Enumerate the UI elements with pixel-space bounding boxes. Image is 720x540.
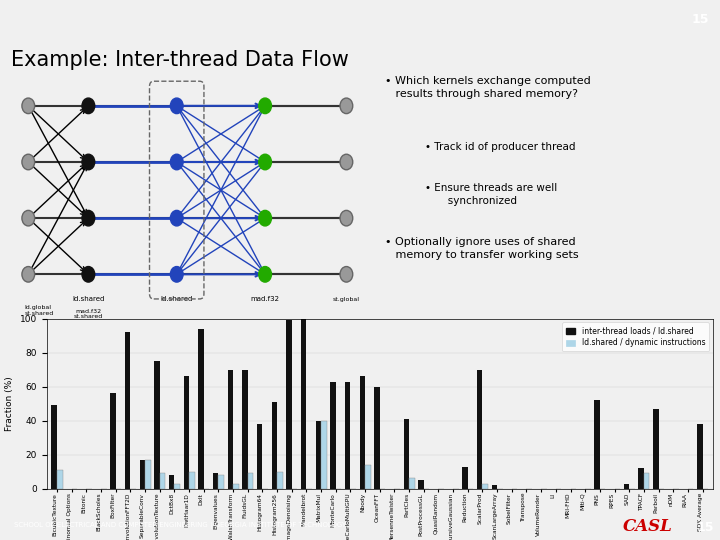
Circle shape <box>171 211 183 226</box>
Text: mad.f32
st.shared: mad.f32 st.shared <box>73 308 103 319</box>
Circle shape <box>340 154 353 170</box>
Bar <box>359 376 365 489</box>
Text: Example: Inter-thread Data Flow: Example: Inter-thread Data Flow <box>11 50 348 70</box>
Text: ld.shared: ld.shared <box>161 296 193 302</box>
Circle shape <box>82 211 95 226</box>
Bar <box>271 402 277 489</box>
Bar <box>644 474 649 489</box>
Bar <box>287 320 292 489</box>
Text: • Which kernels exchange computed
   results through shared memory?: • Which kernels exchange computed result… <box>384 76 590 99</box>
Bar <box>482 484 488 489</box>
Bar <box>477 369 482 489</box>
Text: ld.global
st.shared: ld.global st.shared <box>24 306 54 316</box>
Circle shape <box>340 267 353 282</box>
Bar <box>52 406 57 489</box>
Bar <box>315 421 321 489</box>
Text: • Ensure threads are well
       synchronized: • Ensure threads are well synchronized <box>425 183 557 206</box>
Bar <box>321 421 327 489</box>
Text: 15: 15 <box>692 13 709 26</box>
Bar <box>345 382 351 489</box>
Bar <box>110 394 116 489</box>
Bar <box>257 424 263 489</box>
Bar <box>277 472 283 489</box>
Bar <box>242 369 248 489</box>
Bar <box>374 387 379 489</box>
Bar <box>145 460 150 489</box>
Circle shape <box>22 267 35 282</box>
Text: mad.f32: mad.f32 <box>251 296 279 302</box>
Circle shape <box>258 154 271 170</box>
Circle shape <box>340 98 353 113</box>
Circle shape <box>340 211 353 226</box>
Bar <box>330 382 336 489</box>
Bar <box>462 467 468 489</box>
Legend: inter-thread loads / ld.shared, ld.shared / dynamic instructions: inter-thread loads / ld.shared, ld.share… <box>562 322 709 351</box>
Bar <box>638 468 644 489</box>
Circle shape <box>258 211 271 226</box>
Bar <box>184 376 189 489</box>
Bar <box>301 319 307 489</box>
Bar <box>248 474 253 489</box>
Bar <box>233 484 238 489</box>
Bar <box>697 424 703 489</box>
Circle shape <box>171 154 183 170</box>
Bar <box>154 361 160 489</box>
Y-axis label: Fraction (%): Fraction (%) <box>5 376 14 431</box>
Bar <box>125 332 130 489</box>
Text: • Track id of producer thread: • Track id of producer thread <box>425 142 576 152</box>
Bar <box>218 475 224 489</box>
Text: SCHOOL OF ELECTRICAL AND COMPUTER ENGINEERING | GEORGIA INSTITUTE OF TECHNOLOGY: SCHOOL OF ELECTRICAL AND COMPUTER ENGINE… <box>14 523 346 529</box>
Circle shape <box>82 98 95 113</box>
Circle shape <box>171 98 183 113</box>
Text: • Optionally ignore uses of shared
   memory to transfer working sets: • Optionally ignore uses of shared memor… <box>384 237 578 260</box>
Bar <box>409 478 415 489</box>
Circle shape <box>82 154 95 170</box>
Circle shape <box>258 267 271 282</box>
Bar <box>57 470 63 489</box>
Bar <box>492 485 497 489</box>
Text: st.global: st.global <box>333 297 360 302</box>
Bar <box>404 419 409 489</box>
Bar <box>653 409 659 489</box>
Circle shape <box>171 267 183 282</box>
Bar <box>418 480 424 489</box>
Circle shape <box>258 98 271 113</box>
Text: 15: 15 <box>696 521 714 534</box>
Circle shape <box>22 211 35 226</box>
Bar <box>228 369 233 489</box>
Circle shape <box>22 154 35 170</box>
Bar <box>365 465 371 489</box>
Bar <box>140 460 145 489</box>
Text: CASL: CASL <box>623 518 672 535</box>
Bar <box>189 472 194 489</box>
Bar <box>160 474 166 489</box>
Bar <box>198 329 204 489</box>
Circle shape <box>22 98 35 113</box>
Bar <box>624 484 629 489</box>
Bar <box>594 400 600 489</box>
Circle shape <box>82 267 95 282</box>
Text: ld.shared: ld.shared <box>72 296 104 302</box>
Bar <box>174 484 180 489</box>
Bar <box>169 475 174 489</box>
Bar <box>213 474 218 489</box>
